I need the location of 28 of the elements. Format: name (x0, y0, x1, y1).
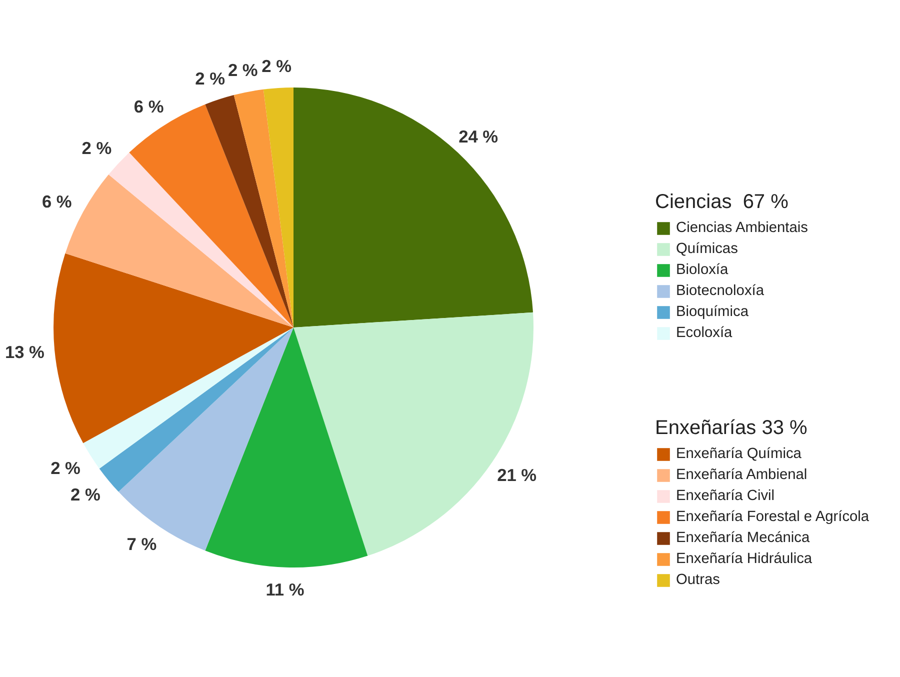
legend-label: Enxeñaría Forestal e Agrícola (676, 508, 870, 526)
legend-label: Ciencias Ambientais (676, 219, 808, 237)
legend-label: Enxeñaría Química (676, 445, 802, 463)
legend-label: Enxeñaría Mecánica (676, 529, 810, 547)
data-label: 2 % (70, 484, 100, 505)
legend-label: Ecoloxía (676, 324, 732, 342)
data-label: 2 % (228, 60, 258, 80)
data-label: 6 % (134, 96, 164, 116)
data-label: 11 % (266, 579, 304, 600)
data-label: 24 % (458, 126, 498, 147)
data-label: 7 % (126, 534, 157, 554)
text: Enxeñarías 33 % (655, 417, 808, 440)
legend-label: Bioloxía (676, 261, 728, 279)
text: Ciencias 67 % (655, 191, 790, 214)
data-label: 6 % (42, 191, 72, 212)
data-label: 13 % (4, 342, 44, 362)
data-label: 21 % (497, 464, 537, 485)
data-label: 2 % (50, 458, 80, 478)
data-label: 2 % (195, 68, 225, 88)
legend-label: Biotecnoloxía (676, 282, 764, 300)
legend-label: Químicas (676, 240, 738, 258)
legend-label: Enxeñaría Ambienal (676, 466, 808, 484)
data-label: 2 % (82, 138, 112, 158)
data-label: 2 % (262, 56, 292, 76)
legend-label: Enxeñaría Civil (676, 487, 775, 505)
legend-label: Outras (676, 571, 720, 589)
legend-label: Bioquímica (676, 303, 749, 321)
legend-label: Enxeñaría Hidráulica (676, 550, 812, 568)
